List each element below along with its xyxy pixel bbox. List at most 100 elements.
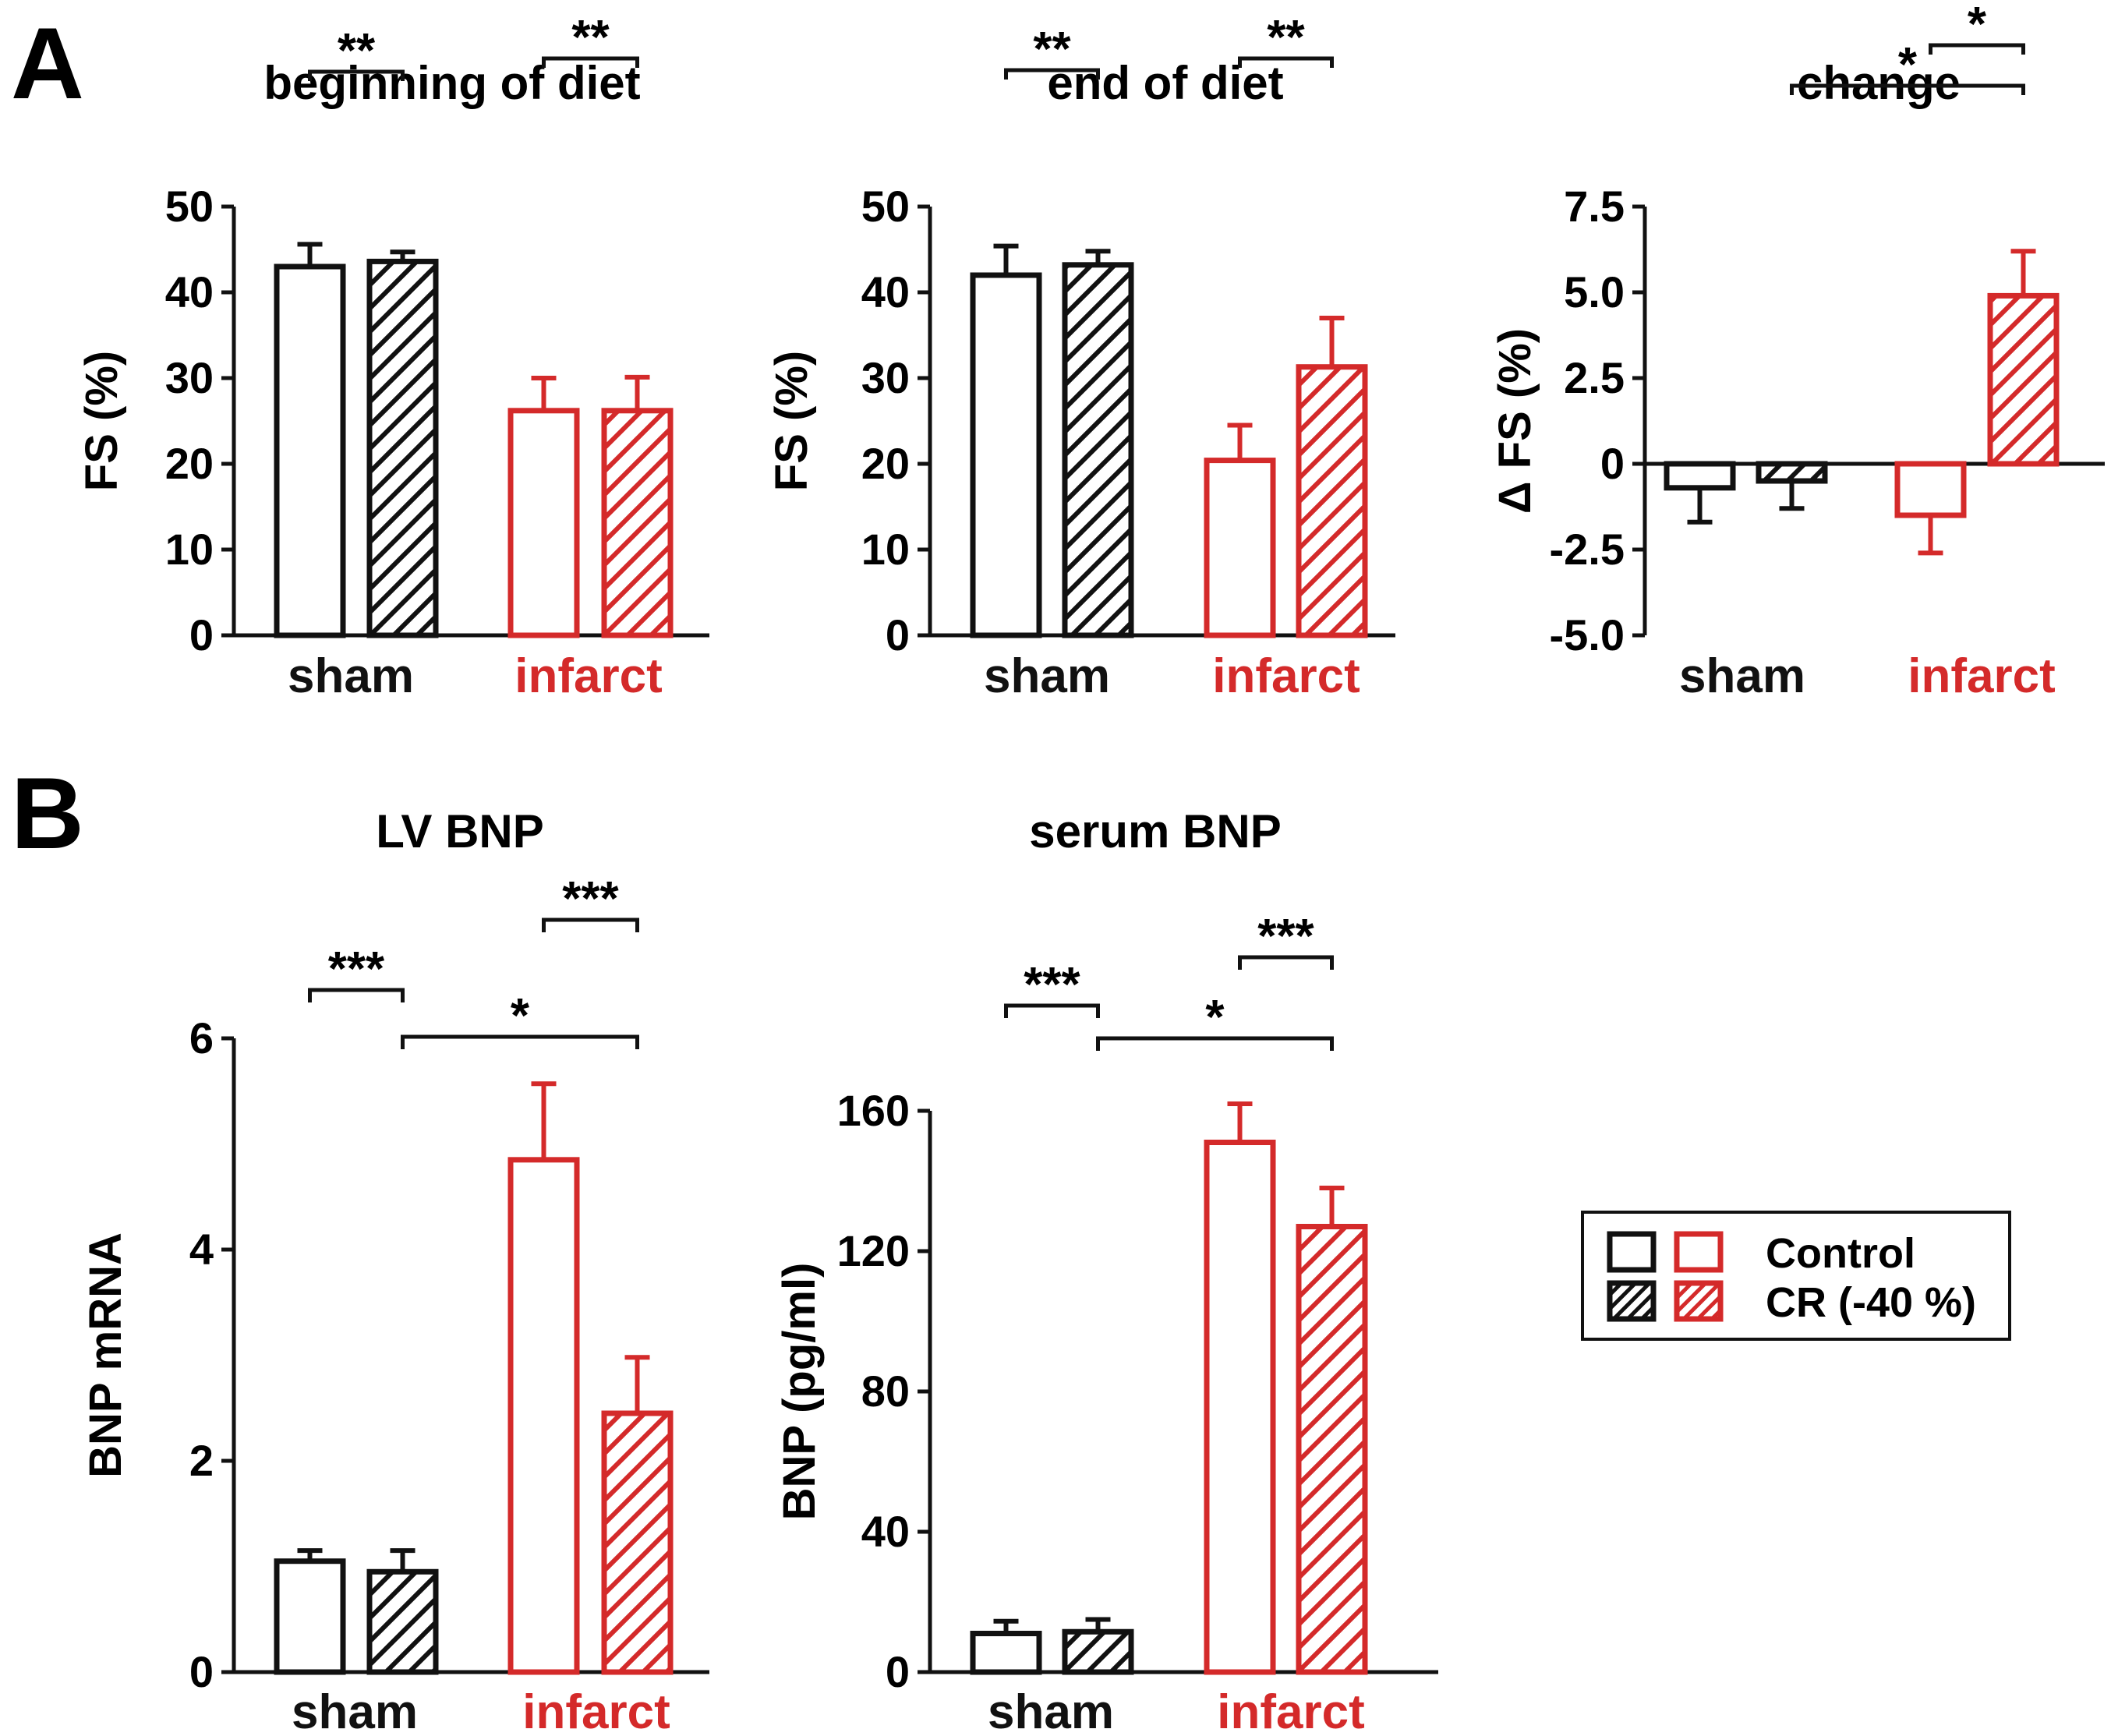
group-label-infarct: infarct <box>514 649 662 703</box>
panel-letter-a: A <box>11 6 84 120</box>
y-tick-label: 5.0 <box>1564 267 1625 316</box>
group-label-sham: sham <box>984 649 1110 703</box>
significance-bracket <box>1790 83 2025 95</box>
significance-label: *** <box>1024 958 1080 1012</box>
y-tick-label: 50 <box>861 182 910 231</box>
y-tick-label: 40 <box>165 267 214 316</box>
y-tick-label: 20 <box>165 439 214 488</box>
bar-sham-control <box>274 1558 346 1675</box>
legend-swatch-control-red <box>1674 1231 1724 1273</box>
y-axis-label: Δ FS (%) <box>1490 328 1540 514</box>
bar-sham-control <box>1664 461 1736 491</box>
group-label-infarct: infarct <box>1217 1685 1364 1736</box>
significance-bracket <box>401 1034 639 1049</box>
chart-title: change <box>1797 57 1961 109</box>
legend-label-control: Control <box>1766 1230 1915 1277</box>
legend: Control CR (-40 %) <box>1581 1211 2011 1341</box>
chart-title: beginning of diet <box>263 57 640 109</box>
significance-label: ** <box>338 24 376 78</box>
chart-end-of-diet: end of diet FS (%) 0 10 20 30 40 50 sham infarct *… <box>766 11 1395 703</box>
bar-sham-cr <box>366 1568 439 1675</box>
bar-infarct-control <box>507 1157 580 1675</box>
y-tick-label: 30 <box>861 353 910 402</box>
y-tick-label: 20 <box>861 439 910 488</box>
significance-bracket <box>1004 1003 1100 1018</box>
group-label-sham: sham <box>988 1685 1114 1736</box>
bar-sham-cr <box>1062 1628 1134 1675</box>
legend-label-cr: CR (-40 %) <box>1766 1279 1976 1326</box>
chart-serum-bnp: serum BNP BNP (pg/ml) 0 40 80 120 160 sham infar… <box>774 805 1438 1736</box>
bar-infarct-cr <box>1987 292 2060 467</box>
y-tick-label: 10 <box>165 525 214 574</box>
chart-title: end of diet <box>1047 57 1283 109</box>
group-label-infarct: infarct <box>1908 649 2055 703</box>
bar-infarct-cr <box>601 1410 674 1675</box>
y-tick-label: 7.5 <box>1564 182 1625 231</box>
bar-sham-cr <box>1756 461 1828 484</box>
significance-label: * <box>1205 991 1225 1045</box>
y-tick-label: 40 <box>861 267 910 316</box>
legend-swatch-control-black <box>1607 1231 1657 1273</box>
y-tick-label: 160 <box>837 1086 910 1135</box>
group-label-infarct: infarct <box>1212 649 1360 703</box>
group-label-sham: sham <box>1679 649 1805 703</box>
bar-infarct-control <box>1204 458 1276 638</box>
significance-label: * <box>1968 0 1987 51</box>
y-tick-label: 10 <box>861 525 910 574</box>
y-axis-label: BNP mRNA <box>80 1232 131 1478</box>
significance-bracket <box>1096 1036 1334 1051</box>
significance-bracket <box>542 56 639 68</box>
y-axis-label: BNP (pg/ml) <box>774 1263 825 1521</box>
y-tick-label: 6 <box>189 1013 214 1062</box>
significance-label: ** <box>1267 11 1305 65</box>
bar-infarct-cr <box>1296 364 1368 638</box>
chart-change: change Δ FS (%) -5.0 -2.5 0 2.5 5.0 7.5 sham infa… <box>1490 0 2105 703</box>
group-label-sham: sham <box>292 1685 418 1736</box>
bar-sham-control <box>274 263 346 638</box>
bar-infarct-control <box>507 408 580 638</box>
y-tick-label: -2.5 <box>1550 525 1625 574</box>
significance-bracket <box>308 988 405 1002</box>
bar-sham-cr <box>1062 262 1134 638</box>
y-tick-label: 30 <box>165 353 214 402</box>
significance-label: * <box>511 989 530 1043</box>
y-axis-label: FS (%) <box>766 351 817 491</box>
significance-label: * <box>1898 38 1918 92</box>
significance-label: *** <box>562 872 619 926</box>
y-tick-label: 40 <box>861 1507 910 1556</box>
significance-bracket <box>308 69 405 81</box>
bar-infarct-cr <box>1296 1224 1368 1675</box>
y-tick-label: 4 <box>189 1225 214 1274</box>
y-tick-label: 2.5 <box>1564 353 1625 402</box>
significance-label: *** <box>1257 910 1314 963</box>
group-label-sham: sham <box>288 649 414 703</box>
bar-infarct-control <box>1894 461 1967 518</box>
y-tick-label: 80 <box>861 1367 910 1416</box>
y-tick-label: 0 <box>1600 439 1625 488</box>
significance-bracket <box>542 917 639 932</box>
significance-bracket <box>1929 43 2025 55</box>
y-tick-label: 120 <box>837 1226 910 1275</box>
chart-title: LV BNP <box>376 805 544 857</box>
y-tick-label: 0 <box>886 610 910 659</box>
y-tick-label: 50 <box>165 182 214 231</box>
y-tick-label: 0 <box>189 610 214 659</box>
significance-label: ** <box>571 11 610 65</box>
y-tick-label: 2 <box>189 1436 214 1485</box>
legend-swatch-cr-black <box>1607 1280 1657 1322</box>
significance-bracket <box>1004 68 1100 80</box>
significance-bracket <box>1238 56 1334 68</box>
group-label-infarct: infarct <box>522 1685 670 1736</box>
y-tick-label: 0 <box>886 1647 910 1696</box>
y-tick-label: 0 <box>189 1647 214 1696</box>
bar-sham-cr <box>366 258 439 638</box>
y-axis-label: FS (%) <box>76 351 127 491</box>
bar-infarct-cr <box>601 408 674 638</box>
chart-beginning-of-diet: beginning of diet FS (%) 0 10 20 30 40 50 sham in… <box>76 11 709 703</box>
chart-title: serum BNP <box>1029 805 1281 857</box>
bar-sham-control <box>970 1631 1042 1675</box>
significance-bracket <box>1238 955 1334 970</box>
legend-swatch-cr-red <box>1674 1280 1724 1322</box>
